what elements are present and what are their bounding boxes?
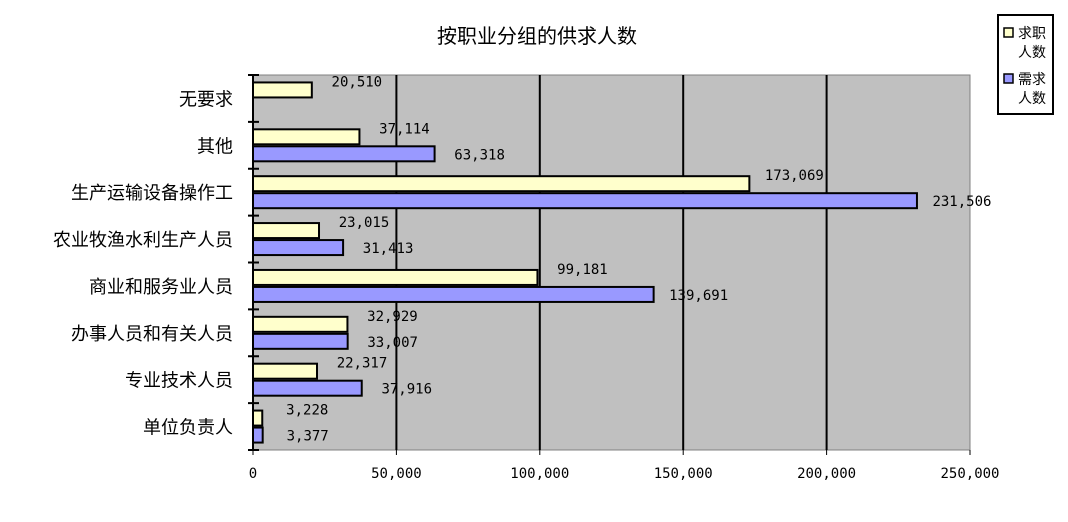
legend-label: 人数 bbox=[1018, 91, 1046, 107]
x-tick-label: 0 bbox=[249, 466, 257, 482]
category-label: 无要求 bbox=[179, 89, 233, 110]
data-label: 231,506 bbox=[932, 194, 991, 210]
bar-jobseekers bbox=[252, 315, 349, 333]
category-label: 生产运输设备操作工 bbox=[71, 183, 233, 204]
x-tick-label: 250,000 bbox=[940, 466, 999, 482]
legend-swatch bbox=[1003, 27, 1014, 38]
data-label: 33,007 bbox=[367, 335, 418, 351]
data-label: 99,181 bbox=[557, 262, 608, 278]
data-label: 23,015 bbox=[339, 215, 390, 231]
bar-demand bbox=[252, 192, 918, 210]
x-tick-label: 200,000 bbox=[797, 466, 856, 482]
x-tick-label: 150,000 bbox=[654, 466, 713, 482]
chart-title: 按职业分组的供求人数 bbox=[437, 24, 637, 48]
legend-label: 需求 bbox=[1018, 72, 1046, 88]
data-label: 22,317 bbox=[337, 356, 388, 372]
bar-jobseekers bbox=[252, 128, 361, 146]
data-label: 139,691 bbox=[669, 288, 728, 304]
bar-demand bbox=[252, 239, 345, 257]
legend-label: 求职 bbox=[1018, 26, 1046, 42]
bar-jobseekers bbox=[252, 222, 321, 240]
category-label: 单位负责人 bbox=[143, 418, 233, 439]
bar-jobseekers bbox=[252, 175, 751, 193]
x-tick-label: 100,000 bbox=[510, 466, 569, 482]
category-label: 商业和服务业人员 bbox=[89, 277, 233, 298]
legend-label: 人数 bbox=[1018, 45, 1046, 61]
category-label: 农业牧渔水利生产人员 bbox=[53, 230, 233, 251]
category-label: 办事人员和有关人员 bbox=[71, 324, 233, 345]
data-label: 3,377 bbox=[287, 429, 329, 445]
data-label: 37,916 bbox=[381, 382, 432, 398]
data-label: 32,929 bbox=[367, 309, 418, 325]
legend-swatch bbox=[1003, 73, 1014, 84]
bar-jobseekers bbox=[252, 81, 313, 99]
data-label: 63,318 bbox=[454, 147, 505, 163]
bar-jobseekers bbox=[252, 268, 539, 286]
data-label: 3,228 bbox=[286, 403, 328, 419]
category-label: 其他 bbox=[197, 136, 233, 157]
bar-demand bbox=[252, 426, 264, 444]
bar-demand bbox=[252, 285, 655, 303]
bar-jobseekers bbox=[252, 409, 264, 427]
x-tick-label: 50,000 bbox=[371, 466, 422, 482]
bar-demand bbox=[252, 332, 349, 350]
category-label: 专业技术人员 bbox=[125, 371, 233, 392]
plot-area bbox=[252, 74, 971, 451]
bar-demand bbox=[252, 145, 436, 163]
bar-jobseekers bbox=[252, 362, 319, 380]
data-label: 31,413 bbox=[363, 241, 414, 257]
data-label: 37,114 bbox=[379, 121, 430, 137]
data-label: 20,510 bbox=[332, 74, 383, 90]
data-label: 173,069 bbox=[765, 168, 824, 184]
bar-demand bbox=[252, 379, 363, 397]
